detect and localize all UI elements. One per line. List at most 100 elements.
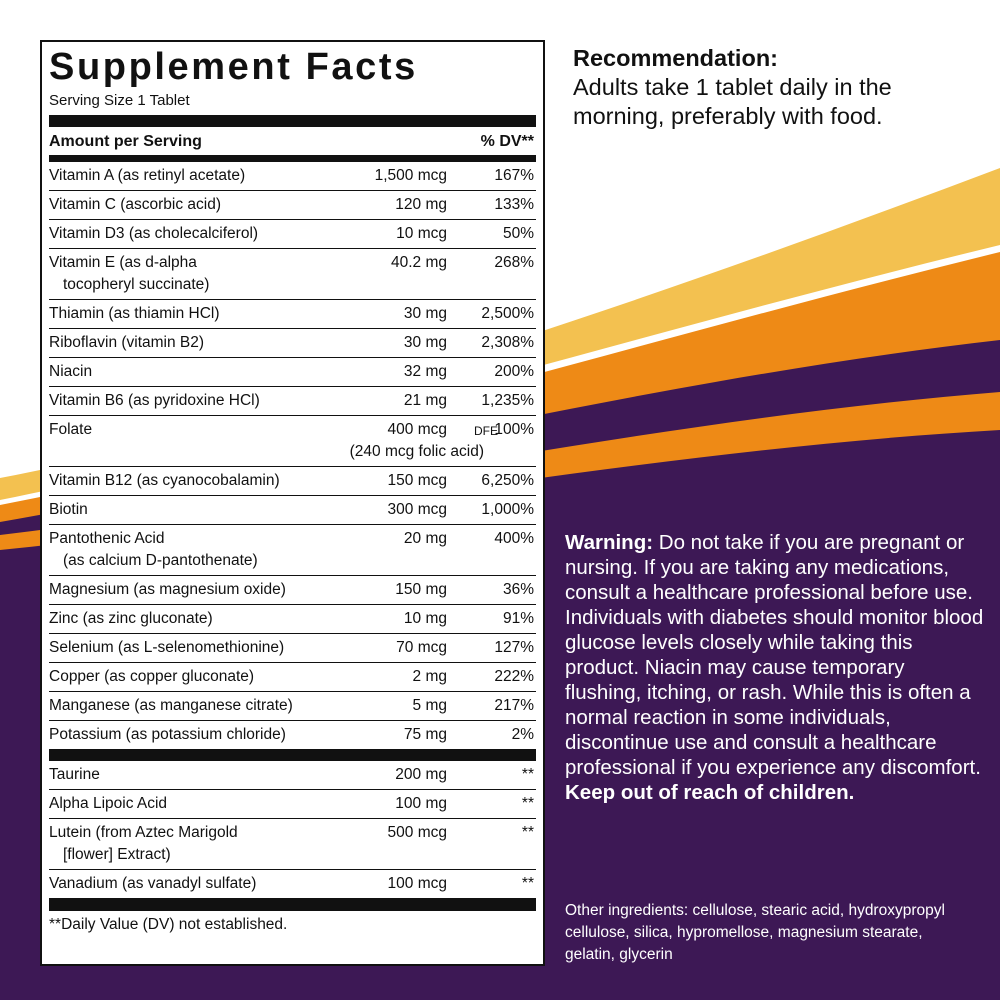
nutrient-row: Vitamin A (as retinyl acetate) 1,500 mcg 1… [49,162,536,191]
amount: 20 mg [403,530,447,547]
daily-value: 2,500% [481,305,534,322]
divider [49,749,536,761]
amount: 32 mg [403,363,447,380]
daily-value: 91% [502,610,534,627]
nutrient-row: Zinc (as zinc gluconate) 10 mg 91% [49,605,536,634]
amount-note: (240 mcg folic acid) [349,443,484,460]
amount: 150 mg [395,581,447,598]
amount: 2 mg [412,668,447,685]
nutrient-row: Pantothenic Acid (as calcium D-pantothena… [49,525,536,576]
amount: 120 mg [395,196,447,213]
daily-value: 268% [494,254,534,271]
nutrient-name: Vanadium (as vanadyl sulfate) [49,875,257,892]
divider [49,115,536,127]
nutrient-row: Vitamin E (as d-alpha tocopheryl succinat… [49,249,536,300]
nutrient-name: Alpha Lipoic Acid [49,795,168,812]
amount: 100 mcg [387,875,447,892]
nutrient-row: Copper (as copper gluconate) 2 mg 222% [49,663,536,692]
nutrient-row: Lutein (from Aztec Marigold [flower] Extr… [49,819,536,870]
nutrient-row: Vitamin C (ascorbic acid) 120 mg 133% [49,191,536,220]
nutrient-row: Niacin 32 mg 200% [49,358,536,387]
footnote: **Daily Value (DV) not established. [49,916,288,933]
other-ingredients: Other ingredients: cellulose, stearic ac… [565,902,945,963]
daily-value: 127% [494,639,534,656]
nutrient-name: Vitamin B12 (as cyanocobalamin) [49,472,280,489]
daily-value: ** [521,875,534,892]
amount: 100 mg [395,795,447,812]
daily-value: 200% [494,363,534,380]
nutrient-row: Potassium (as potassium chloride) 75 mg 2% [49,721,536,749]
nutrient-row: Manganese (as manganese citrate) 5 mg 217% [49,692,536,721]
nutrient-name: Vitamin D3 (as cholecalciferol) [49,225,259,242]
daily-value: 1,235% [481,392,534,409]
nutrient-list: Vitamin A (as retinyl acetate) 1,500 mcg 1… [49,162,536,749]
nutrient-name: Manganese (as manganese citrate) [49,697,293,714]
amount: 300 mcg [387,501,447,518]
amount: 70 mcg [396,639,447,656]
nutrient-name: Biotin [49,501,88,518]
amount-header: Amount per Serving [49,133,202,150]
nutrient-name: Lutein (from Aztec Marigold [49,824,238,841]
amount: 21 mg [403,392,447,409]
warning-title: Warning: [565,531,654,554]
nutrient-row: Vanadium (as vanadyl sulfate) 100 mcg ** [49,870,536,898]
nutrient-name: Zinc (as zinc gluconate) [49,610,213,627]
recommendation-title: Recommendation: [573,45,778,71]
divider [49,155,536,162]
nutrient-row: Vitamin B12 (as cyanocobalamin) 150 mcg 6,… [49,467,536,496]
daily-value: 400% [494,530,534,547]
supplement-facts-label: Supplement Facts Serving Size 1 Tablet A… [40,40,545,966]
amount: 75 mg [403,726,447,743]
nutrient-row: Riboflavin (vitamin B2) 30 mg 2,308% [49,329,536,358]
daily-value: 222% [494,668,534,685]
daily-value: ** [521,824,534,841]
nutrient-row: Magnesium (as magnesium oxide) 150 mg 36% [49,576,536,605]
nutrient-name: (as calcium D-pantothenate) [63,552,258,569]
recommendation: Recommendation: Adults take 1 tablet dai… [573,44,983,131]
divider [49,898,536,911]
nutrient-name: Thiamin (as thiamin HCl) [49,305,220,322]
serving-size: Serving Size 1 Tablet [49,92,190,109]
nutrient-name: Niacin [49,363,93,380]
daily-value: 100% [494,421,534,438]
warning-text: Do not take if you are pregnant or nursi… [565,531,984,779]
dv-header: % DV** [480,133,534,150]
nutrient-name: Vitamin E (as d-alpha [49,254,197,271]
daily-value: 2% [511,726,534,743]
daily-value: 6,250% [481,472,534,489]
nutrient-name: tocopheryl succinate) [63,276,210,293]
nutrient-name: Taurine [49,766,100,783]
nutrient-row: Thiamin (as thiamin HCl) 30 mg 2,500% [49,300,536,329]
amount: 150 mcg [387,472,447,489]
warning: Warning: Do not take if you are pregnant… [565,530,985,805]
nutrient-name: Vitamin B6 (as pyridoxine HCl) [49,392,260,409]
nutrient-row: Selenium (as L-selenomethionine) 70 mcg 12… [49,634,536,663]
amount: 500 mcg [387,824,447,841]
nutrient-row: Vitamin B6 (as pyridoxine HCl) 21 mg 1,235… [49,387,536,416]
column-header: Amount per Serving % DV** [49,127,536,155]
daily-value: 2,308% [481,334,534,351]
nutrient-name: Selenium (as L-selenomethionine) [49,639,285,656]
amount: 10 mcg [396,225,447,242]
amount: 30 mg [403,305,447,322]
amount-unit: DFE [474,424,498,438]
daily-value: 1,000% [481,501,534,518]
nutrient-list: Taurine 200 mg ** Alpha Lipoic Acid 100 mg **… [49,761,536,898]
amount: 1,500 mcg [374,167,447,184]
nutrient-name: Magnesium (as magnesium oxide) [49,581,286,598]
daily-value: ** [521,795,534,812]
label-title: Supplement Facts [49,46,418,88]
daily-value: 133% [494,196,534,213]
amount: 10 mg [403,610,447,627]
nutrient-name: Pantothenic Acid [49,530,165,547]
nutrient-row: Biotin 300 mcg 1,000% [49,496,536,525]
daily-value: 36% [502,581,534,598]
nutrient-name: Copper (as copper gluconate) [49,668,255,685]
nutrient-name: Riboflavin (vitamin B2) [49,334,205,351]
daily-value: ** [521,766,534,783]
nutrient-row: Vitamin D3 (as cholecalciferol) 10 mcg 50% [49,220,536,249]
nutrient-name: Folate [49,421,93,438]
recommendation-text: Adults take 1 tablet daily in the mornin… [573,74,892,129]
warning-emphasis: Keep out of reach of children. [565,781,855,804]
